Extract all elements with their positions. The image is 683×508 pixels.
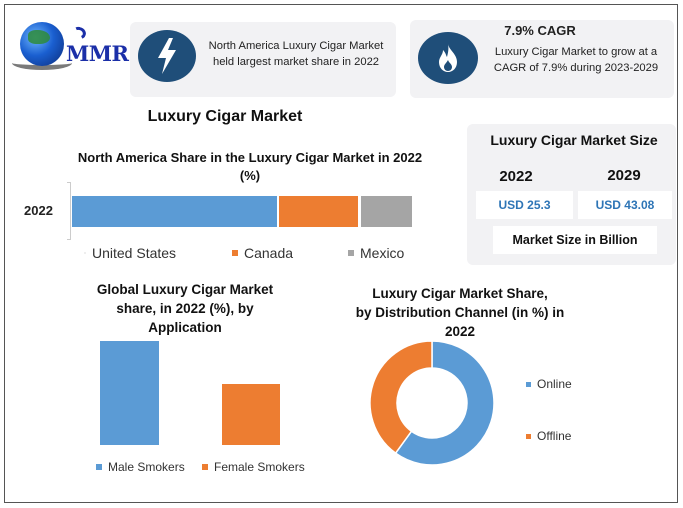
legend-label: Online xyxy=(537,377,572,391)
globe-icon xyxy=(20,22,64,66)
value-2022: USD 25.3 xyxy=(476,191,573,219)
logo-swoosh xyxy=(12,56,72,70)
legend-united-states: United States xyxy=(84,245,176,261)
app-chart-title-line3: Application xyxy=(148,320,222,335)
legend-label: United States xyxy=(92,245,177,261)
dist-chart-title-line2: by Distribution Channel (in %) in xyxy=(355,305,565,320)
legend-mexico: Mexico xyxy=(348,245,404,261)
legend-male-smokers: Male Smokers xyxy=(96,460,185,474)
highlight-text: North America Luxury Cigar Market held l… xyxy=(208,40,384,68)
donut-slice-offline xyxy=(369,340,433,455)
y-axis-bracket xyxy=(67,182,71,240)
donut-chart xyxy=(369,340,495,466)
dist-chart-title-line3: 2022 xyxy=(444,324,476,339)
legend-swatch xyxy=(202,464,208,470)
unit-label: Market Size in Billion xyxy=(493,226,657,254)
legend-swatch xyxy=(348,250,354,256)
legend-female-smokers: Female Smokers xyxy=(202,460,305,474)
year-2022: 2022 xyxy=(499,168,533,185)
bar-female-smokers xyxy=(222,384,280,445)
legend-swatch xyxy=(526,381,531,387)
dist-chart-title-line1: Luxury Cigar Market Share, xyxy=(372,286,548,301)
highlight-card-north-america: North America Luxury Cigar Market held l… xyxy=(130,22,396,97)
main-title: Luxury Cigar Market xyxy=(147,108,303,125)
market-size-card: Luxury Cigar Market Size 2022 2029 USD 2… xyxy=(467,124,676,265)
value-2029: USD 43.08 xyxy=(578,191,672,219)
bar-canada xyxy=(279,196,358,227)
y-axis-label-2022: 2022 xyxy=(24,203,53,218)
legend-swatch xyxy=(96,464,102,470)
donut-slice-online xyxy=(394,340,495,466)
bar-male-smokers xyxy=(100,341,159,445)
legend-offline: Offline xyxy=(526,429,571,443)
market-size-title: Luxury Cigar Market Size xyxy=(490,132,658,148)
bar-mexico xyxy=(361,196,412,227)
year-2029: 2029 xyxy=(607,167,641,184)
bar-united-states xyxy=(72,196,277,227)
legend-label: Offline xyxy=(537,429,572,443)
lightning-icon xyxy=(138,30,196,82)
highlight-card-cagr: 7.9% CAGR Luxury Cigar Market to grow at… xyxy=(410,20,674,98)
legend-swatch xyxy=(526,433,531,439)
app-chart-title-line2: share, in 2022 (%), by xyxy=(116,301,254,316)
legend-label: Canada xyxy=(244,245,294,261)
continent-shape xyxy=(28,30,50,44)
na-chart-title-line2: (%) xyxy=(239,168,261,183)
cagr-text: Luxury Cigar Market to grow at a CAGR of… xyxy=(493,46,659,74)
flame-icon xyxy=(418,32,478,84)
logo-text: MMR xyxy=(66,41,129,66)
na-chart-title-line1: North America Share in the Luxury Cigar … xyxy=(77,150,423,165)
legend-swatch xyxy=(232,250,238,256)
legend-label: Female Smokers xyxy=(214,460,305,474)
cagr-heading: 7.9% CAGR xyxy=(504,23,576,38)
legend-label: Mexico xyxy=(360,245,405,261)
legend-online: Online xyxy=(526,377,572,391)
app-chart-title-line1: Global Luxury Cigar Market xyxy=(96,282,274,297)
legend-canada: Canada xyxy=(232,245,293,261)
legend-swatch xyxy=(84,252,86,254)
legend-label: Male Smokers xyxy=(108,460,185,474)
